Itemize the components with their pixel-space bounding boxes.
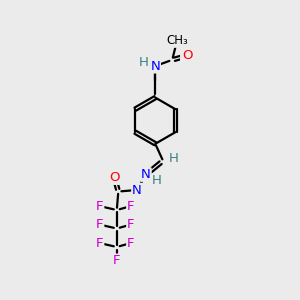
Text: N: N <box>132 184 142 196</box>
Text: O: O <box>181 50 191 62</box>
Text: F: F <box>127 200 134 213</box>
Text: F: F <box>96 200 103 213</box>
Text: N: N <box>150 59 160 73</box>
Text: H: H <box>139 56 149 69</box>
Text: O: O <box>109 171 120 184</box>
Text: F: F <box>113 254 121 267</box>
Text: H: H <box>140 56 149 69</box>
Text: H: H <box>152 174 162 187</box>
Text: F: F <box>96 237 103 250</box>
Text: O: O <box>182 49 193 62</box>
Text: F: F <box>96 218 103 231</box>
Text: H: H <box>169 152 179 165</box>
Text: N: N <box>150 59 160 73</box>
Text: O: O <box>176 42 177 43</box>
Text: F: F <box>127 237 134 250</box>
Text: F: F <box>127 218 134 231</box>
Text: CH₃: CH₃ <box>167 34 188 47</box>
Text: N: N <box>141 168 151 181</box>
